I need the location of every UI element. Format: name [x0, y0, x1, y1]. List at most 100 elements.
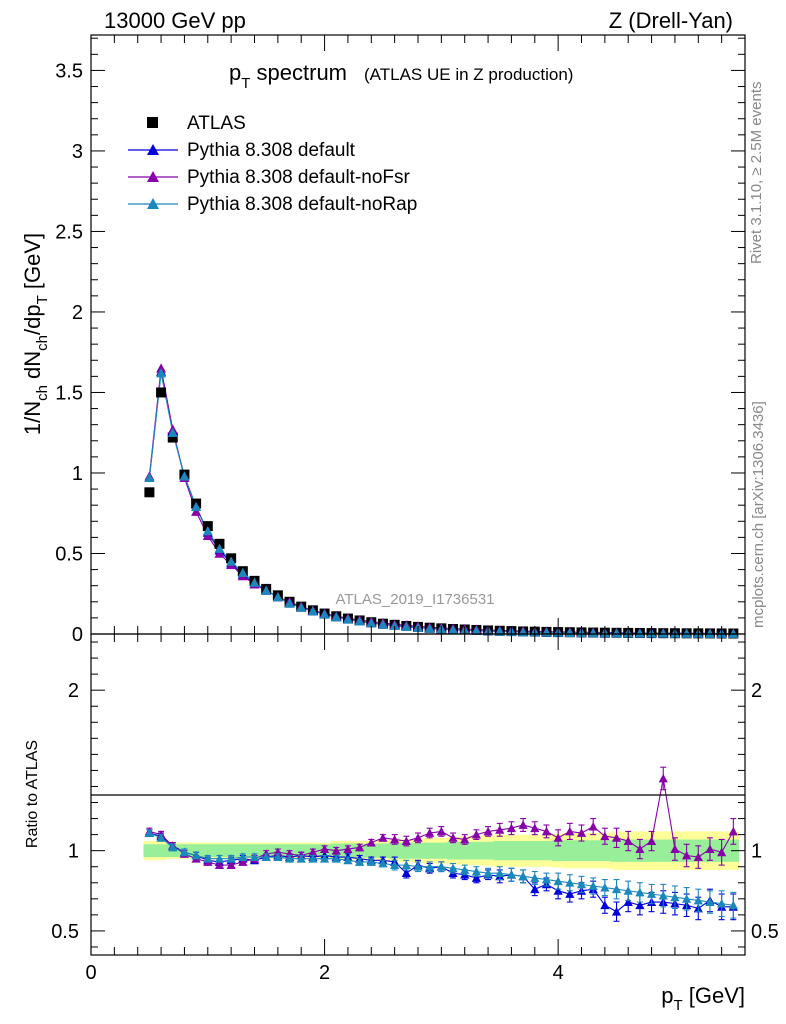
data-point-pythia-8-308-default-norap: [202, 525, 213, 536]
ratio-point-pythia-8-308-default-norap: [705, 897, 715, 906]
data-point-pythia-8-308-default-nofsr: [156, 363, 167, 373]
ratio-point-pythia-8-308-default-nofsr: [378, 833, 388, 842]
ratio-point-pythia-8-308-default-nofsr: [401, 836, 411, 845]
data-point-pythia-8-308-default-norap: [319, 609, 330, 619]
ratio-point-pythia-8-308-default-nofsr: [728, 826, 738, 836]
data-point-pythia-8-308-default-nofsr: [214, 548, 225, 558]
ratio-point-pythia-8-308-default-norap: [226, 854, 236, 863]
ratio-point-pythia-8-308-default-nofsr: [343, 844, 353, 853]
main-y-tick-label: 2: [72, 302, 83, 324]
data-point-pythia-8-308-default-norap: [366, 618, 377, 628]
legend-label-default: Pythia 8.308 default: [187, 140, 356, 161]
ratio-point-pythia-8-308-default-nofsr: [646, 836, 657, 845]
data-point-pythia-8-308-default-norap: [156, 368, 167, 378]
ratio-point-pythia-8-308-default-norap: [308, 854, 318, 863]
ratio-point-pythia-8-308-default-norap: [448, 863, 458, 873]
ratio-point-pythia-8-308-default: [471, 873, 481, 882]
ratio-point-pythia-8-308-default-norap: [214, 854, 225, 863]
ratio-point-pythia-8-308-default-norap: [284, 854, 295, 863]
ratio-point-pythia-8-308-default-nofsr: [390, 834, 400, 844]
ratio-point-pythia-8-308-default-nofsr: [355, 842, 365, 852]
ratio-point-pythia-8-308-default-nofsr: [576, 828, 587, 837]
ratio-point-pythia-8-308-default-norap: [238, 852, 248, 862]
energy-label: 13000 GeV pp: [104, 8, 246, 33]
ratio-point-pythia-8-308-default-norap: [144, 828, 154, 837]
ratio-plot-series: [144, 766, 738, 922]
ratio-point-pythia-8-308-default-nofsr: [425, 828, 435, 837]
ratio-point-pythia-8-308-default-nofsr: [705, 844, 715, 853]
ratio-point-pythia-8-308-default-nofsr: [717, 847, 727, 857]
data-point-pythia-8-308-default-norap: [167, 427, 178, 437]
ratio-point-pythia-8-308-default-nofsr: [238, 857, 248, 866]
data-point-pythia-8-308-default-norap: [424, 623, 435, 633]
ratio-point-pythia-8-308-default-nofsr: [506, 823, 517, 833]
analysis-id-label: ATLAS_2019_I1736531: [335, 591, 494, 608]
ratio-y-tick-label: 2: [68, 680, 79, 702]
ratio-y-tick-label-right: 2: [751, 680, 762, 702]
ratio-point-pythia-8-308-default-nofsr: [495, 825, 505, 834]
data-point-pythia-8-308-default-norap: [494, 626, 505, 636]
ratio-y-tick-label-right: 0.5: [751, 921, 779, 943]
ratio-point-pythia-8-308-default-norap: [565, 878, 575, 887]
ratio-point-pythia-8-308-default-nofsr: [611, 833, 622, 842]
ratio-point-pythia-8-308-default-norap: [366, 857, 376, 866]
legend-marker-norap: [147, 198, 159, 209]
x-axis-label: pT [GeV]: [661, 983, 745, 1014]
ratio-point-pythia-8-308-default-nofsr: [600, 831, 610, 841]
axes: 0 0.5 1 1.5 2 2.5 3 3.5 0 2 4 0.5 0.5 1 1 2 2: [51, 35, 779, 984]
main-y-tick-label: 0.5: [55, 543, 83, 565]
data-point-pythia-8-308-default-norap: [342, 614, 353, 624]
main-y-tick-label: 3.5: [55, 60, 83, 82]
ratio-point-pythia-8-308-default-nofsr: [541, 826, 552, 836]
main-y-tick-label: 3: [72, 141, 83, 163]
ratio-point-pythia-8-308-default-nofsr: [226, 860, 236, 870]
data-point-pythia-8-308-default-nofsr: [191, 506, 202, 516]
ratio-point-pythia-8-308-default: [401, 868, 411, 878]
process-label: Z (Drell-Yan): [609, 8, 733, 33]
data-point-pythia-8-308-default-norap: [179, 471, 190, 481]
legend: ATLAS Pythia 8.308 default Pythia 8.308 …: [128, 113, 417, 215]
data-point-pythia-8-308-default-norap: [611, 628, 622, 638]
ratio-point-pythia-8-308-default: [623, 897, 633, 906]
legend-label-norap: Pythia 8.308 default-noRap: [187, 194, 417, 215]
ratio-y-tick-label: 1: [68, 841, 79, 863]
ratio-point-pythia-8-308-default-norap: [553, 876, 563, 886]
ratio-point-pythia-8-308-default-nofsr: [530, 823, 540, 833]
ratio-point-pythia-8-308-default-nofsr: [413, 833, 423, 842]
ratio-point-pythia-8-308-default-norap: [693, 895, 703, 905]
data-point-pythia-8-308-default-norap: [704, 628, 715, 638]
ratio-point-pythia-8-308-default: [565, 889, 575, 898]
ratio-point-pythia-8-308-default-norap: [506, 870, 517, 879]
data-point-pythia-8-308-default-norap: [284, 598, 295, 608]
plot-subtitle: (ATLAS UE in Z production): [364, 65, 573, 84]
ratio-point-pythia-8-308-default-norap: [191, 850, 201, 860]
data-point-pythia-8-308-default-norap: [272, 591, 283, 602]
ratio-point-pythia-8-308-default-norap: [156, 833, 166, 842]
ratio-point-pythia-8-308-default-norap: [728, 900, 738, 910]
ratio-point-pythia-8-308-default-norap: [588, 881, 598, 890]
ratio-point-pythia-8-308-default: [611, 907, 622, 916]
ratio-point-pythia-8-308-default-norap: [331, 854, 341, 863]
data-point-pythia-8-308-default-norap: [681, 628, 692, 638]
ratio-point-pythia-8-308-default-nofsr: [471, 830, 481, 839]
ratio-point-pythia-8-308-default-nofsr: [553, 833, 563, 842]
ratio-point-pythia-8-308-default-norap: [483, 868, 493, 878]
ratio-point-pythia-8-308-default-nofsr: [319, 844, 330, 853]
data-point-pythia-8-308-default-norap: [249, 577, 260, 587]
ratio-point-pythia-8-308-default-norap: [518, 871, 528, 881]
ratio-y-tick-label: 0.5: [51, 921, 79, 943]
data-point-pythia-8-308-default-norap: [144, 472, 155, 483]
x-tick-label: 0: [85, 962, 96, 984]
ratio-point-pythia-8-308-default-nofsr: [588, 822, 598, 831]
ratio-point-pythia-8-308-default-norap: [623, 886, 633, 895]
ratio-point-pythia-8-308-default-norap: [343, 855, 353, 865]
ratio-point-pythia-8-308-default-nofsr: [682, 850, 692, 860]
data-point-pythia-8-308-default-norap: [191, 501, 202, 512]
ratio-point-pythia-8-308-default-norap: [378, 858, 388, 868]
ratio-point-pythia-8-308-default-norap: [390, 860, 400, 870]
data-point-pythia-8-308-default-norap: [448, 624, 459, 635]
legend-marker-atlas: [147, 117, 158, 128]
ratio-y-tick-label-right: 1: [751, 841, 762, 863]
data-point-pythia-8-308-default-norap: [307, 606, 318, 616]
